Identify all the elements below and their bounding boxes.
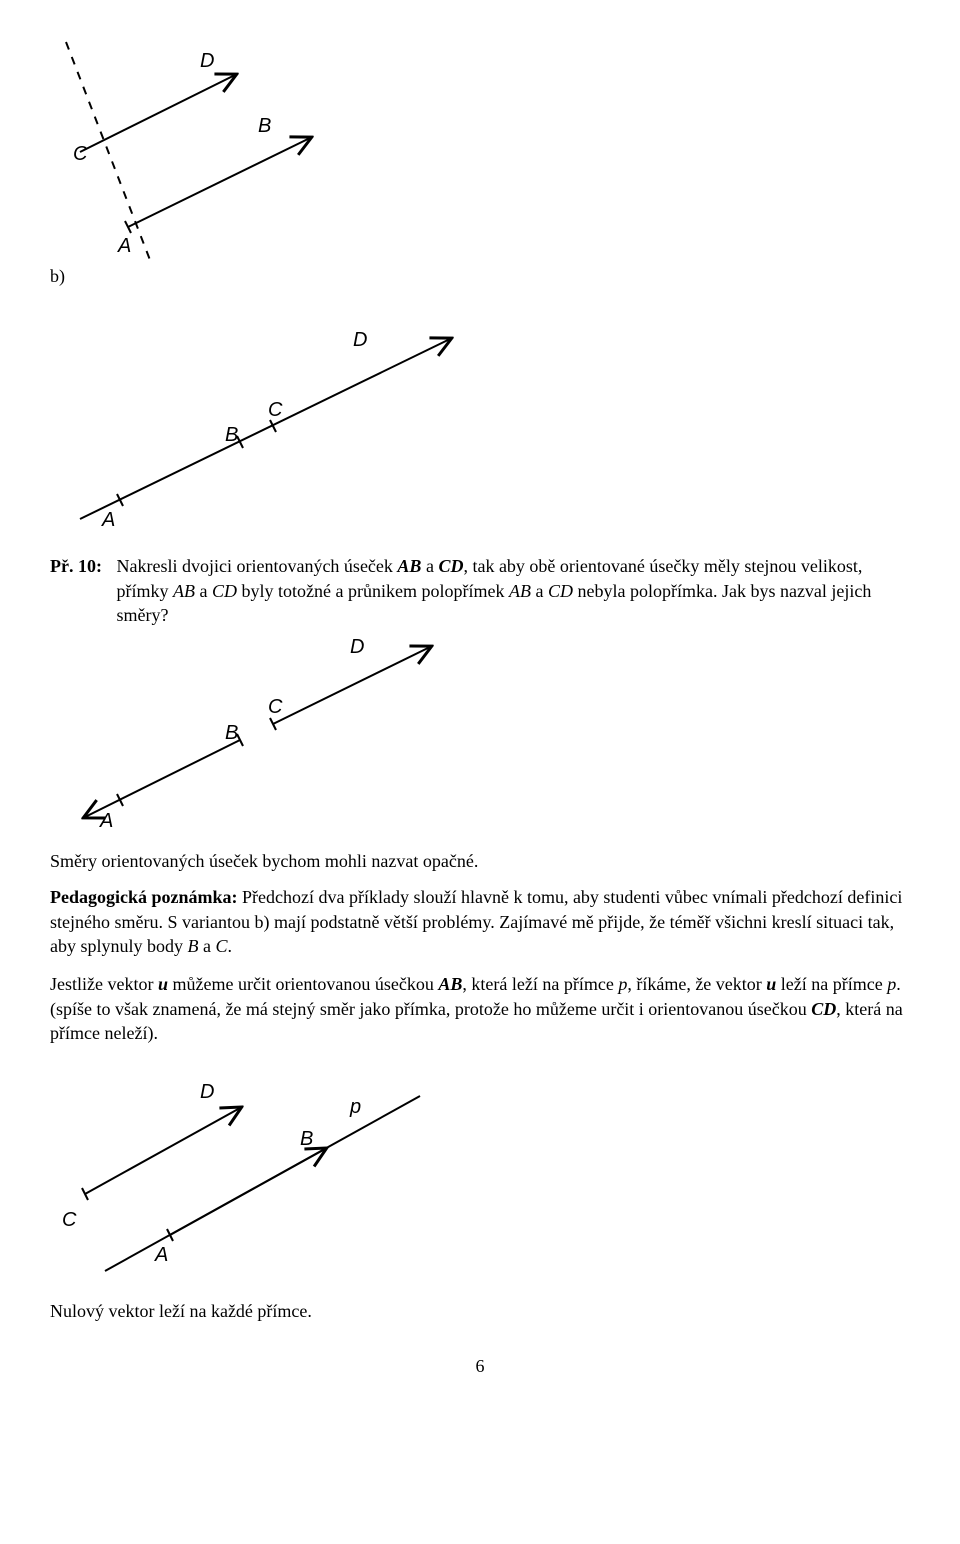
label-a: A	[99, 810, 113, 832]
segment-cd	[273, 647, 430, 724]
diagram-2: A B C D	[50, 294, 550, 544]
label-a: A	[101, 509, 115, 531]
jestlize-text: Jestliže vektor u můžeme určit orientova…	[50, 972, 910, 1045]
label-p: p	[349, 1096, 361, 1118]
segment-ba	[85, 740, 240, 817]
segment-cd	[85, 1108, 240, 1194]
smery-text: Směry orientovaných úseček bychom mohli …	[50, 849, 910, 873]
diagram-4: D p B C A	[50, 1051, 550, 1281]
label-c: C	[73, 143, 88, 165]
label-b: B	[225, 424, 238, 446]
label-c: C	[268, 696, 283, 718]
label-b: B	[300, 1128, 313, 1150]
label-d: D	[350, 636, 364, 658]
pedag-prefix: Pedagogická poznámka:	[50, 887, 238, 907]
label-c: C	[62, 1209, 77, 1231]
b-label: b)	[50, 264, 910, 288]
label-c: C	[268, 399, 283, 421]
label-b: B	[258, 115, 271, 137]
exercise-10: Př. 10: Nakresli dvojici orientovaných ú…	[50, 554, 910, 627]
diagram-1: D B C A	[50, 40, 550, 260]
label-d: D	[200, 1081, 214, 1103]
segment-ab	[128, 138, 310, 227]
segment-ab	[170, 1149, 325, 1235]
page-number: 6	[50, 1354, 910, 1378]
label-d: D	[200, 50, 214, 72]
label-a: A	[154, 1244, 168, 1266]
nulovy-text: Nulový vektor leží na každé přímce.	[50, 1299, 910, 1323]
diagram-3: A B C D	[50, 633, 550, 843]
ex10-prefix: Př. 10:	[50, 554, 112, 578]
pedag-note: Pedagogická poznámka: Předchozí dva přík…	[50, 885, 910, 958]
segment-ad	[80, 339, 450, 519]
label-b: B	[225, 722, 238, 744]
label-d: D	[353, 329, 367, 351]
label-a: A	[117, 235, 131, 257]
segment-cd	[80, 75, 235, 152]
